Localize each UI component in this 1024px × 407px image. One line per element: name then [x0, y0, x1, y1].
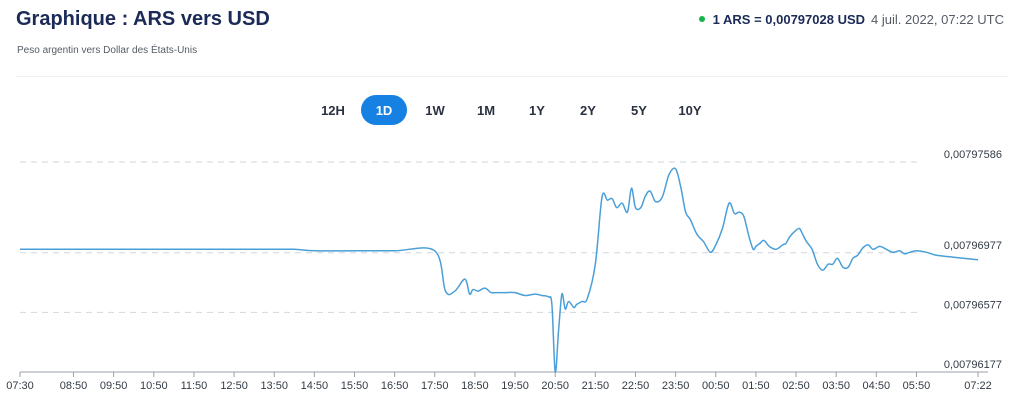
- x-tick-label: 17:50: [421, 380, 449, 392]
- x-tick-label: 16:50: [381, 380, 409, 392]
- current-rate: 1 ARS = 0,00797028 USD 4 juil. 2022, 07:2…: [698, 12, 1004, 27]
- range-button-1y[interactable]: 1Y: [514, 95, 560, 125]
- y-tick-label: 0,00796577: [944, 299, 1002, 311]
- x-tick-label: 01:50: [742, 380, 770, 392]
- x-tick-label: 02:50: [782, 380, 810, 392]
- x-tick-label: 14:50: [301, 380, 329, 392]
- rate-value: 1 ARS = 0,00797028 USD: [712, 12, 866, 27]
- range-button-12h[interactable]: 12H: [310, 95, 356, 125]
- x-tick-label: 18:50: [461, 380, 489, 392]
- x-tick-label: 19:50: [501, 380, 529, 392]
- range-button-1w[interactable]: 1W: [412, 95, 458, 125]
- x-tick-label: 12:50: [220, 380, 248, 392]
- x-tick-label: 15:50: [341, 380, 369, 392]
- y-tick-label: 0,00797586: [944, 149, 1002, 161]
- x-tick-label: 04:50: [863, 380, 891, 392]
- rate-timestamp: 4 juil. 2022, 07:22 UTC: [871, 12, 1004, 27]
- x-tick-label: 07:30: [6, 380, 34, 392]
- x-tick-label: 03:50: [822, 380, 850, 392]
- page-title: Graphique : ARS vers USD: [16, 8, 270, 30]
- range-button-10y[interactable]: 10Y: [667, 95, 713, 125]
- rate-series-line: [20, 167, 979, 373]
- range-button-2y[interactable]: 2Y: [565, 95, 611, 125]
- x-tick-label: 07:22: [964, 380, 992, 392]
- x-tick-label: 00:50: [702, 380, 730, 392]
- y-tick-label: 0,00796977: [944, 240, 1002, 252]
- header-divider: [16, 76, 1008, 77]
- x-tick-label: 22:50: [622, 380, 650, 392]
- page-subtitle: Peso argentin vers Dollar des États-Unis: [17, 45, 198, 56]
- live-status-dot: [698, 16, 705, 22]
- x-tick-label: 05:50: [903, 380, 931, 392]
- x-tick-label: 23:50: [662, 380, 690, 392]
- x-tick-label: 20:50: [541, 380, 569, 392]
- range-button-1d[interactable]: 1D: [361, 95, 407, 125]
- range-button-5y[interactable]: 5Y: [616, 95, 662, 125]
- x-tick-label: 08:50: [60, 380, 88, 392]
- x-tick-label: 21:50: [582, 380, 610, 392]
- y-tick-label: 0,00796177: [944, 359, 1002, 371]
- x-tick-label: 11:50: [181, 380, 208, 392]
- x-tick-label: 09:50: [100, 380, 128, 392]
- x-tick-label: 10:50: [140, 380, 168, 392]
- time-range-selector: 12H 1D 1W 1M 1Y 2Y 5Y 10Y: [310, 95, 718, 125]
- range-button-1m[interactable]: 1M: [463, 95, 509, 125]
- x-tick-label: 13:50: [260, 380, 288, 392]
